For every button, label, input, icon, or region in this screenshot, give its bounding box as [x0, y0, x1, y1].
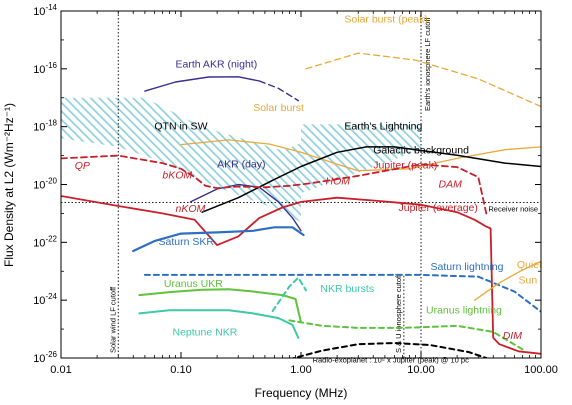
series-neptune-nkr — [138, 309, 300, 339]
annotation-uranus-ukr: Uranus UKR — [164, 278, 223, 290]
y-axis-label: Flux Density at L2 (Wm⁻²Hz⁻¹) — [2, 103, 16, 267]
annotation-solar-burst-peak: Solar burst (peak) — [344, 14, 427, 26]
series-uranus-lightning — [288, 319, 524, 351]
annotation-qp: QP — [75, 160, 90, 172]
y-tick-base: 10 — [33, 64, 45, 76]
annotations: Solar burst (peak) Earth AKR (night) Solar… — [75, 14, 542, 365]
annotation-solar-burst: Solar burst — [253, 102, 304, 114]
series-solar-burst — [180, 139, 541, 172]
series-quiet-sun — [474, 260, 541, 301]
data-series — [61, 52, 541, 358]
hline-label-receiver-noise: Receiver noise — [488, 204, 538, 213]
y-tick-base: 10 — [33, 6, 45, 18]
annotation-saturn-skr: Saturn SKR — [159, 236, 215, 248]
y-tick-label: 10-14 — [33, 3, 57, 18]
series-uranus-ukr — [138, 288, 302, 324]
series-solar-burst-peak — [305, 52, 541, 108]
y-tick-base: 10 — [33, 122, 45, 134]
series-earth-akr-night — [144, 76, 261, 92]
annotation-galactic-background: Galactic background — [373, 144, 469, 156]
series-galactic-background — [201, 146, 541, 213]
annotation-neptune-nkr: Neptune NKR — [173, 327, 238, 339]
annotation-saturn-lightning: Saturn lightning — [431, 261, 504, 273]
y-tick-exponent: -14 — [45, 3, 57, 12]
y-tick-exponent: -22 — [45, 234, 57, 243]
y-tick-exponent: -20 — [45, 177, 57, 186]
x-tick-label: 10.00 — [407, 364, 435, 376]
vline-label-solar-wind-lf-cutoff: Solar wind LF cutoff — [108, 286, 117, 353]
x-tick-label: 100.00 — [524, 364, 558, 376]
annotation-earth-s-lightning: Earth's Lightning — [344, 121, 422, 133]
y-tick-label: 10-18 — [33, 119, 57, 134]
region-qtn-in-sw — [61, 97, 301, 223]
region-earth-s-lightning — [301, 124, 421, 194]
annotation-akr-day: AKR (day) — [217, 159, 265, 171]
annotation-uranus-lightning: Uranus lightning — [426, 304, 502, 316]
y-tick-label: 10-20 — [33, 177, 57, 192]
x-tick-label: 1.00 — [290, 364, 311, 376]
y-tick-base: 10 — [33, 237, 45, 249]
vline-label-s-u-ionosphere-cutoff: S & U ionosphere cutoff — [394, 273, 403, 353]
series-saturn-skr — [132, 226, 305, 253]
series-jupiter-average — [61, 195, 541, 355]
y-tick-label: 10-16 — [33, 61, 57, 76]
annotation-earth-akr-night: Earth AKR (night) — [176, 59, 258, 71]
annotation-nkom: nKOM — [176, 203, 206, 215]
y-tick-exponent: -18 — [45, 119, 57, 128]
x-tick-label: 0.01 — [50, 364, 71, 376]
y-tick-exponent: -24 — [45, 292, 57, 301]
y-tick-label: 10-22 — [33, 234, 57, 249]
y-tick-base: 10 — [33, 353, 45, 365]
series-jupiter-peak — [61, 154, 488, 215]
series-radio-exoplanet — [290, 342, 488, 358]
annotation-jupiter-average: Jupiter (average) — [399, 202, 478, 214]
annotation-radio-exoplanet-10-x-jupiter-peak-10-pc: Radio-exoplanet : 10⁵ x Jupiter (peak) @… — [313, 356, 469, 365]
x-axis-label: Frequency (MHz) — [255, 386, 348, 400]
x-tick-label: 0.10 — [170, 364, 191, 376]
annotation-nkr-bursts: NKR bursts — [320, 283, 374, 295]
y-tick-base: 10 — [33, 295, 45, 307]
annotation-qtn-in-sw: QTN in SW — [154, 121, 207, 133]
series-saturn-lightning — [143, 273, 541, 313]
y-tick-label: 10-24 — [33, 292, 57, 307]
y-tick-base: 10 — [33, 180, 45, 192]
y-tick-label: 10-26 — [33, 350, 57, 365]
y-tick-exponent: -16 — [45, 61, 57, 70]
series-nkr-bursts — [271, 276, 307, 313]
annotation-sun: Sun — [519, 274, 538, 286]
annotation-bkom: bKOM — [162, 170, 192, 182]
x-axis: 0.01 0.10 1.00 10.00 100.00 — [50, 11, 558, 376]
y-tick-exponent: -26 — [45, 350, 57, 359]
annotation-hom: HOM — [326, 176, 351, 188]
annotation-dim: DIM — [503, 330, 523, 342]
annotation-dam: DAM — [439, 178, 463, 190]
series-earth-akr-night-extension — [258, 80, 299, 102]
hatched-regions — [61, 97, 421, 223]
annotation-quiet: Quiet — [517, 259, 542, 271]
annotation-jupiter-peak: Jupiter (peak) — [373, 159, 437, 171]
